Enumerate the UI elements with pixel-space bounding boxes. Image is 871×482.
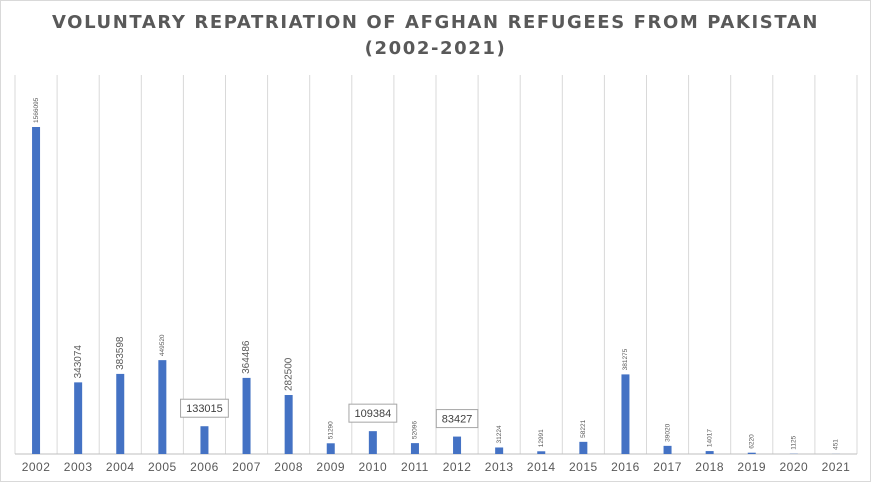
bar-2017 xyxy=(663,445,672,454)
bar-2011 xyxy=(410,443,419,454)
data-label: 343074 xyxy=(73,345,84,379)
bar-2007 xyxy=(242,377,251,454)
data-label-box xyxy=(180,398,229,418)
data-label: 58221 xyxy=(580,419,587,437)
data-label: 109384 xyxy=(354,408,391,420)
bar-2012 xyxy=(453,436,462,454)
x-tick-label: 2007 xyxy=(232,460,261,474)
data-label: 1566095 xyxy=(33,97,40,123)
x-tick-label: 2004 xyxy=(106,460,135,474)
bar-2016 xyxy=(621,374,630,454)
data-label: 51290 xyxy=(327,421,334,439)
data-label: 451 xyxy=(833,439,840,450)
x-tick-label: 2012 xyxy=(443,460,472,474)
x-tick-label: 2011 xyxy=(401,460,429,474)
data-label: 83427 xyxy=(442,414,473,426)
x-tick-label: 2009 xyxy=(316,460,345,474)
bar-2010 xyxy=(368,431,377,454)
x-tick-label: 2017 xyxy=(653,460,682,474)
x-tick-label: 2013 xyxy=(485,460,514,474)
data-label: 31224 xyxy=(496,425,503,443)
x-tick-label: 2018 xyxy=(695,460,724,474)
chart-title: VOLUNTARY REPATRIATION OF AFGHAN REFUGEE… xyxy=(51,12,820,33)
data-label: 6220 xyxy=(748,434,755,449)
x-tick-label: 2003 xyxy=(64,460,93,474)
data-label: 364486 xyxy=(241,340,252,374)
bar-2014 xyxy=(537,451,546,454)
bar-2018 xyxy=(705,451,714,454)
data-label: 383598 xyxy=(115,336,126,370)
data-label: 12991 xyxy=(538,429,545,447)
x-tick-label: 2006 xyxy=(190,460,219,474)
x-tick-label: 2015 xyxy=(569,460,598,474)
bar-2013 xyxy=(495,447,504,454)
data-label-box xyxy=(435,409,479,429)
x-tick-label: 2016 xyxy=(611,460,640,474)
x-tick-label: 2019 xyxy=(737,460,766,474)
data-label-box xyxy=(348,403,398,423)
data-label: 1125 xyxy=(791,435,798,449)
bar-2002 xyxy=(32,127,41,454)
bar-2003 xyxy=(74,382,83,454)
data-label: 14017 xyxy=(706,429,713,447)
bar-2015 xyxy=(579,441,588,454)
bar-2008 xyxy=(284,395,293,454)
data-label: 449520 xyxy=(159,334,166,356)
data-label: 52096 xyxy=(412,421,419,439)
data-label: 133015 xyxy=(186,403,223,415)
x-tick-label: 2014 xyxy=(527,460,556,474)
bar-2006 xyxy=(200,426,209,454)
data-label: 39020 xyxy=(664,423,671,441)
x-tick-label: 2008 xyxy=(274,460,303,474)
bar-2009 xyxy=(326,443,335,454)
x-tick-label: 2002 xyxy=(22,460,51,474)
x-tick-label: 2005 xyxy=(148,460,177,474)
data-label: 381275 xyxy=(622,348,629,370)
x-tick-label: 2010 xyxy=(358,460,387,474)
chart-subtitle: (2002-2021) xyxy=(364,38,507,59)
x-tick-label: 2021 xyxy=(822,460,851,474)
bar-2019 xyxy=(747,452,756,454)
bar-2005 xyxy=(158,360,167,454)
bar-2004 xyxy=(116,373,125,454)
data-label: 282500 xyxy=(283,357,294,391)
x-tick-label: 2020 xyxy=(779,460,808,474)
